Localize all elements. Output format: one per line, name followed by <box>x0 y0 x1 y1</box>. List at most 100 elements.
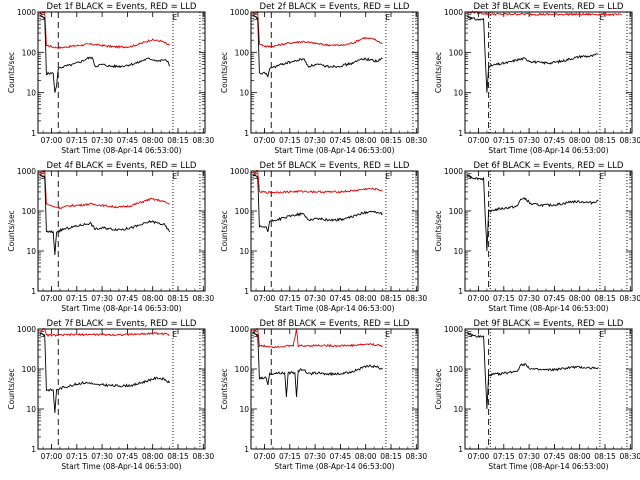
x-tick-label: 08:30 <box>193 136 215 145</box>
y-axis-label: Counts/sec <box>7 368 16 409</box>
start-marker-label: S <box>253 13 258 22</box>
x-tick-label: 07:45 <box>117 452 139 461</box>
start-marker-label: S <box>253 172 258 181</box>
x-tick-label: 07:45 <box>330 452 352 461</box>
panel-title: Det 4f BLACK = Events, RED = LLD <box>47 161 197 171</box>
x-tick-label: 07:30 <box>91 452 113 461</box>
y-tick-label: 100 <box>22 48 37 57</box>
y-tick-label: 10 <box>239 247 249 256</box>
y-axis-label: Counts/sec <box>220 210 229 251</box>
detector-panel-7: Det 7f BLACK = Events, RED = LLD 1 10 100 10… <box>7 319 214 471</box>
detector-panel-8: Det 8f BLACK = Events, RED = LLD 1 10 100 10… <box>220 319 427 471</box>
x-tick-label: 07:00 <box>41 294 63 303</box>
y-tick-label: 1000 <box>17 167 36 176</box>
plot-frame <box>37 328 206 450</box>
x-axis-label: Start Time (08-Apr-14 06:53:00) <box>488 146 608 155</box>
end-marker-label: E <box>599 330 604 339</box>
events-series-line <box>252 174 383 233</box>
lld-series-line <box>39 10 170 50</box>
x-axis-label: Start Time (08-Apr-14 06:53:00) <box>61 462 181 471</box>
x-tick-label: 07:30 <box>304 452 326 461</box>
panel-title: Det 6f BLACK = Events, RED = LLD <box>474 161 624 171</box>
events-series-line <box>252 14 383 78</box>
y-tick-label: 10 <box>453 247 463 256</box>
y-tick-label: 10 <box>26 405 36 414</box>
x-tick-label: 08:15 <box>594 294 616 303</box>
x-tick-label: 08:00 <box>569 294 591 303</box>
x-tick-label: 07:45 <box>544 452 566 461</box>
events-series-line <box>39 332 171 413</box>
y-tick-label: 10 <box>239 89 249 98</box>
lld-series-line <box>252 10 383 48</box>
detector-panel-1: Det 1f BLACK = Events, RED = LLD 1 10 100 10… <box>7 2 214 155</box>
y-tick-label: 1 <box>244 445 249 454</box>
panel-title: Det 5f BLACK = Events, RED = LLD <box>260 161 410 171</box>
y-tick-label: 100 <box>235 48 250 57</box>
y-tick-label: 1000 <box>230 167 249 176</box>
x-tick-label: 07:15 <box>279 294 301 303</box>
x-tick-label: 07:30 <box>518 452 540 461</box>
y-axis-label: Counts/sec <box>434 52 443 93</box>
x-tick-label: 08:00 <box>569 136 591 145</box>
x-tick-label: 08:00 <box>355 294 377 303</box>
panel-title: Det 8f BLACK = Events, RED = LLD <box>260 319 410 329</box>
detector-panel-9: Det 9f BLACK = Events, RED = LLD 1 10 100 10… <box>434 319 640 471</box>
x-tick-label: 07:00 <box>468 136 490 145</box>
x-tick-label: 07:15 <box>66 294 88 303</box>
y-tick-label: 100 <box>235 365 250 374</box>
x-tick-label: 07:00 <box>254 294 276 303</box>
y-tick-label: 10 <box>26 247 36 256</box>
x-tick-label: 08:15 <box>167 294 189 303</box>
x-tick-label: 08:00 <box>355 136 377 145</box>
end-marker-label: E <box>599 13 604 22</box>
x-tick-label: 08:30 <box>620 294 640 303</box>
y-axis-label: Counts/sec <box>220 368 229 409</box>
x-axis-label: Start Time (08-Apr-14 06:53:00) <box>61 304 181 313</box>
y-tick-label: 100 <box>449 365 464 374</box>
y-tick-label: 1000 <box>444 8 463 17</box>
x-tick-label: 07:30 <box>304 136 326 145</box>
end-marker-label: E <box>172 13 177 22</box>
y-axis-label: Counts/sec <box>434 210 443 251</box>
x-tick-label: 07:45 <box>117 294 139 303</box>
x-axis-label: Start Time (08-Apr-14 06:53:00) <box>488 462 608 471</box>
y-tick-label: 1 <box>458 287 463 296</box>
x-axis-label: Start Time (08-Apr-14 06:53:00) <box>61 146 181 155</box>
x-tick-label: 08:30 <box>620 452 640 461</box>
x-tick-label: 08:30 <box>193 294 215 303</box>
lld-series-line <box>39 328 170 338</box>
y-axis-label: Counts/sec <box>7 210 16 251</box>
x-tick-label: 07:30 <box>518 294 540 303</box>
end-marker-label: E <box>599 172 604 181</box>
x-axis-label: Start Time (08-Apr-14 06:53:00) <box>274 304 394 313</box>
y-tick-label: 1000 <box>230 325 249 334</box>
y-tick-label: 100 <box>449 48 464 57</box>
panel-title: Det 1f BLACK = Events, RED = LLD <box>47 2 197 12</box>
x-axis-label: Start Time (08-Apr-14 06:53:00) <box>274 146 394 155</box>
x-tick-label: 07:30 <box>304 294 326 303</box>
y-tick-label: 1 <box>31 445 36 454</box>
y-tick-label: 1000 <box>17 8 36 17</box>
x-tick-label: 07:45 <box>330 294 352 303</box>
y-axis-label: Counts/sec <box>434 368 443 409</box>
x-tick-label: 07:15 <box>493 294 515 303</box>
x-tick-label: 07:00 <box>468 452 490 461</box>
y-tick-label: 100 <box>449 207 464 216</box>
x-tick-label: 07:15 <box>493 452 515 461</box>
plot-frame <box>250 328 419 450</box>
y-tick-label: 10 <box>453 89 463 98</box>
panel-title: Det 9f BLACK = Events, RED = LLD <box>474 319 624 329</box>
panel-title: Det 2f BLACK = Events, RED = LLD <box>260 2 410 12</box>
detector-panel-5: Det 5f BLACK = Events, RED = LLD 1 10 100 10… <box>220 161 427 313</box>
y-tick-label: 10 <box>453 405 463 414</box>
x-tick-label: 08:15 <box>167 136 189 145</box>
lld-series-line <box>252 328 383 349</box>
x-tick-label: 07:45 <box>330 136 352 145</box>
x-tick-label: 08:15 <box>594 452 616 461</box>
x-tick-label: 07:15 <box>279 452 301 461</box>
x-tick-label: 08:30 <box>406 136 428 145</box>
end-marker-label: E <box>385 330 390 339</box>
plot-frame <box>464 11 633 134</box>
x-tick-label: 08:15 <box>380 452 402 461</box>
